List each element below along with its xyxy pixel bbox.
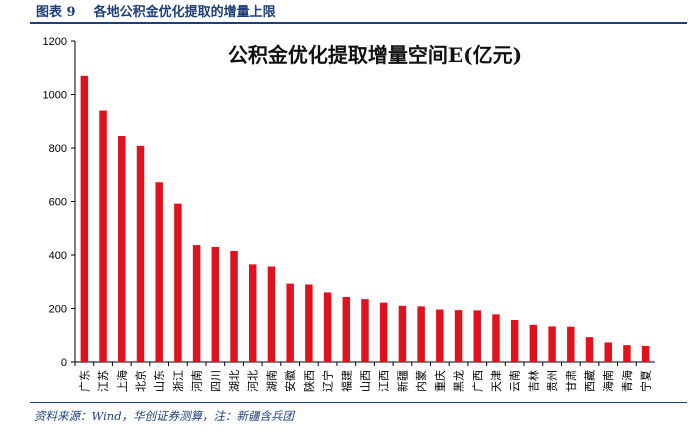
x-tick-label: 天津 <box>490 370 503 392</box>
bar <box>192 245 201 362</box>
x-tick-label: 福建 <box>339 370 353 392</box>
x-tick-label: 北京 <box>133 370 147 392</box>
x-tick-label: 西藏 <box>584 370 597 392</box>
bar <box>361 299 369 362</box>
x-tick-label: 山西 <box>359 370 372 392</box>
bar <box>155 182 163 362</box>
bar <box>510 320 519 362</box>
bar <box>379 302 388 362</box>
figure-label: 图表 9 各地公积金优化提取的增量上限 <box>36 5 276 20</box>
bar <box>342 296 351 362</box>
bar <box>585 337 594 362</box>
x-tick-label: 河北 <box>247 370 260 392</box>
x-tick-label: 山东 <box>153 370 166 392</box>
x-tick-label: 湖北 <box>228 370 241 392</box>
y-tick-label: 400 <box>49 250 67 262</box>
bar <box>305 284 313 362</box>
x-tick-label: 辽宁 <box>321 370 335 392</box>
x-tick-label: 浙江 <box>172 370 185 392</box>
y-tick-labels: 0 200 400 600 800 1000 1200 <box>43 36 67 369</box>
x-tick-label: 贵州 <box>546 370 559 392</box>
bar <box>398 305 407 362</box>
x-tick-label: 新疆 <box>395 370 409 392</box>
bar <box>454 310 463 362</box>
bar <box>118 135 126 362</box>
bar <box>567 326 575 362</box>
bar <box>99 110 107 362</box>
x-tick-label: 宁夏 <box>639 370 653 392</box>
x-tick-label: 海南 <box>601 370 615 392</box>
x-tick-label: 内蒙 <box>414 370 428 392</box>
footer-divider <box>30 402 687 403</box>
x-tick-label: 云南 <box>509 370 522 392</box>
bar <box>323 292 332 362</box>
figure-header: 图表 9 各地公积金优化提取的增量上限 <box>30 0 687 24</box>
x-tick-label: 四川 <box>209 370 222 392</box>
y-tick-label: 800 <box>49 143 67 155</box>
bar <box>436 309 444 362</box>
bar <box>492 314 500 362</box>
bar <box>230 250 238 362</box>
x-tick-label: 甘肃 <box>565 370 578 392</box>
bar <box>641 345 650 362</box>
bar-chart: 公积金优化提取增量空间E(亿元) 0 200 400 600 800 1000 1200 广… <box>43 36 655 392</box>
y-tick-label: 1200 <box>43 36 67 48</box>
x-tick-label: 河南 <box>191 370 204 392</box>
bar <box>623 345 631 362</box>
y-tick-label: 600 <box>49 197 67 209</box>
bar <box>267 266 276 362</box>
x-tick-label: 上海 <box>115 370 129 392</box>
x-tick-label: 江苏 <box>97 370 110 392</box>
bar <box>604 342 612 362</box>
bar <box>80 75 89 363</box>
x-tick-label: 湖南 <box>265 370 278 392</box>
bar <box>136 145 145 362</box>
x-tick-label: 陕西 <box>302 370 316 392</box>
bars <box>80 75 650 363</box>
x-tick-label: 广西 <box>471 370 484 392</box>
bar <box>473 310 481 362</box>
x-tick-label: 青海 <box>620 370 634 392</box>
source-note: 资料来源：Wind，华创证券测算，注：新疆含兵团 <box>34 409 295 423</box>
chart-title: 公积金优化提取增量空间E(亿元) <box>228 43 522 67</box>
y-tick-label: 1000 <box>43 90 67 102</box>
bar <box>548 326 556 362</box>
header-divider <box>30 22 687 24</box>
x-tick-labels: 广东 江苏 上海 北京 山东 浙江 河南 四川 湖北 河北 湖南 安徽 陕西 辽宁 福建 山西 江西 新疆 内蒙 重庆… <box>78 370 652 392</box>
x-tick-label: 江西 <box>378 370 391 392</box>
x-tick-label: 安徽 <box>283 370 297 392</box>
y-tick-label: 200 <box>49 304 67 316</box>
bar <box>174 203 182 362</box>
bar <box>529 324 538 362</box>
x-tick-label: 黑龙 <box>453 370 466 392</box>
x-tick-label: 吉林 <box>526 370 540 392</box>
x-tick-label: 广东 <box>78 370 91 392</box>
bar <box>286 283 294 362</box>
x-tick-label: 重庆 <box>433 370 447 392</box>
bar <box>211 246 220 362</box>
bar <box>417 306 425 362</box>
y-tick-label: 0 <box>61 357 67 369</box>
bar <box>249 264 257 362</box>
